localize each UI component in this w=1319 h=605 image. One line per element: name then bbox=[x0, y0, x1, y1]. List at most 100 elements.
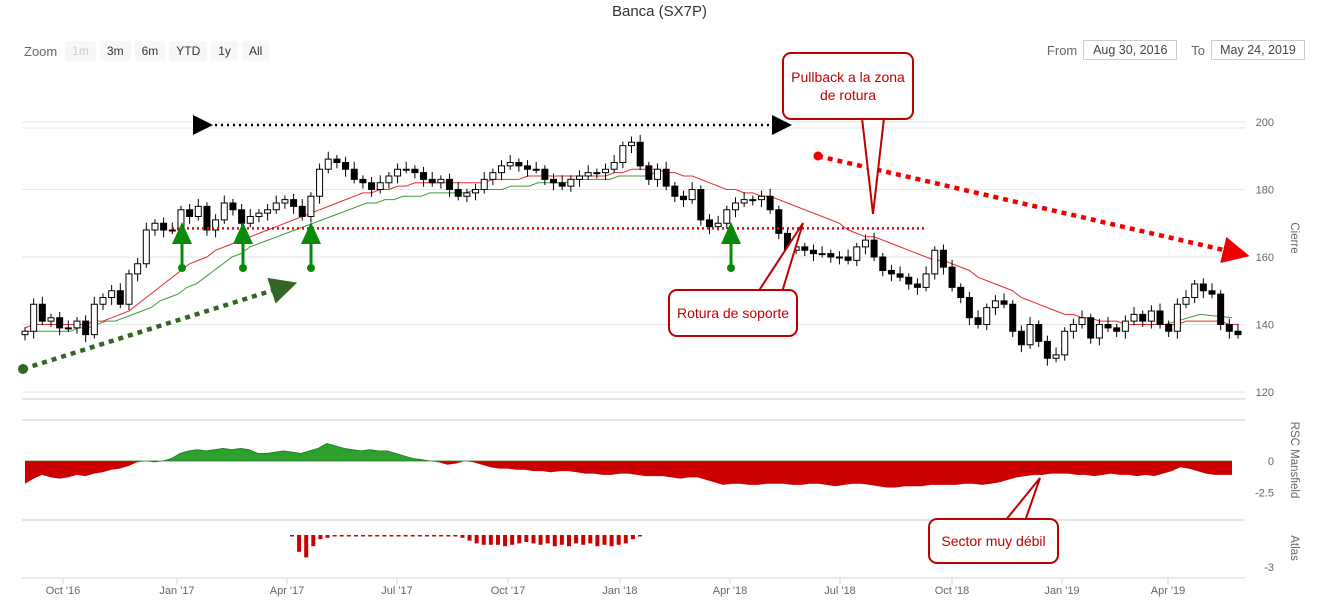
candle-body bbox=[550, 178, 558, 184]
atlas-bar bbox=[602, 535, 607, 545]
bounce-arrow-dot bbox=[239, 264, 247, 272]
price-axis-title: Cierre bbox=[1288, 222, 1300, 253]
candle-body bbox=[307, 195, 315, 217]
zoom-ytd-button[interactable]: YTD bbox=[169, 41, 208, 61]
atlas-bar bbox=[361, 535, 366, 537]
candle bbox=[21, 327, 29, 341]
zoom-all-button[interactable]: All bbox=[241, 41, 270, 61]
zoom-bar: Zoom 1m 3m 6m YTD 1y All bbox=[24, 40, 273, 62]
rsc-axis-title: RSC Mansfield bbox=[1288, 422, 1300, 499]
candle bbox=[1087, 313, 1095, 344]
candle bbox=[47, 313, 55, 327]
candle-body bbox=[437, 178, 445, 184]
candle bbox=[870, 232, 878, 262]
zoom-1y-button[interactable]: 1y bbox=[211, 41, 238, 61]
candle-body bbox=[714, 222, 722, 228]
atlas-bar bbox=[432, 535, 437, 537]
candle bbox=[628, 136, 635, 154]
candle-body bbox=[662, 168, 670, 187]
candle bbox=[1095, 318, 1103, 346]
x-tick-label: Jul '17 bbox=[381, 585, 412, 597]
atlas-bar bbox=[510, 535, 515, 545]
candle-body bbox=[281, 199, 289, 204]
candle-body bbox=[472, 189, 480, 194]
candle bbox=[723, 205, 731, 229]
to-date-input[interactable]: May 24, 2019 bbox=[1211, 40, 1305, 60]
candle bbox=[264, 204, 272, 221]
candle-body bbox=[558, 182, 566, 187]
candle-body bbox=[30, 303, 38, 332]
atlas-bar bbox=[495, 535, 500, 545]
candle-body bbox=[1139, 313, 1147, 322]
candle-body bbox=[402, 168, 410, 171]
from-date-input[interactable]: Aug 30, 2016 bbox=[1083, 40, 1178, 60]
candle-body bbox=[394, 168, 402, 177]
zoom-3m-button[interactable]: 3m bbox=[99, 41, 131, 61]
bounce-arrow-head bbox=[172, 222, 192, 244]
atlas-bar bbox=[609, 535, 614, 547]
candle bbox=[385, 171, 393, 189]
pane-separators bbox=[22, 398, 1245, 579]
atlas-bar bbox=[524, 535, 529, 542]
candle-body bbox=[861, 239, 869, 248]
zoom-6m-button[interactable]: 6m bbox=[134, 41, 166, 61]
candle bbox=[281, 195, 289, 209]
candle-body bbox=[333, 158, 341, 163]
candle bbox=[90, 296, 98, 339]
atlas-axis-title: Atlas bbox=[1288, 535, 1300, 561]
price-tick-label: 200 bbox=[1256, 117, 1274, 129]
candle bbox=[38, 296, 46, 326]
candle bbox=[30, 298, 38, 339]
candle-body bbox=[194, 205, 202, 217]
candle-body bbox=[593, 172, 601, 175]
candle-body bbox=[1121, 320, 1129, 332]
bounce-arrow-head bbox=[233, 222, 253, 244]
candle-body bbox=[939, 249, 947, 268]
candle-body bbox=[679, 195, 687, 201]
candle-body bbox=[316, 168, 324, 197]
candle-body bbox=[853, 246, 861, 261]
candle bbox=[220, 195, 228, 224]
atlas-bar bbox=[439, 535, 444, 537]
candle-body bbox=[1113, 327, 1121, 332]
candle bbox=[194, 198, 202, 221]
zoom-1m-button[interactable]: 1m bbox=[65, 41, 96, 61]
atlas-bar bbox=[453, 535, 458, 537]
candle bbox=[350, 161, 358, 184]
candle bbox=[1052, 347, 1060, 363]
candle-body bbox=[1043, 340, 1051, 359]
atlas-bar bbox=[581, 535, 586, 545]
candle-body bbox=[844, 256, 852, 261]
candle-body bbox=[385, 175, 393, 184]
candle-body bbox=[1009, 303, 1017, 332]
bounce-arrow-dot bbox=[727, 264, 735, 272]
candle-body bbox=[896, 273, 904, 278]
atlas-bar bbox=[488, 535, 493, 545]
bounce-arrow-dot bbox=[178, 264, 186, 272]
candle bbox=[853, 242, 861, 267]
candle bbox=[974, 310, 982, 329]
candle-body bbox=[532, 168, 540, 171]
candle bbox=[368, 177, 376, 197]
candle bbox=[939, 244, 947, 275]
ma-short-line bbox=[24, 168, 1238, 329]
support-bounce-arrow bbox=[721, 222, 741, 272]
candle bbox=[1147, 305, 1155, 329]
candle-body bbox=[1017, 330, 1025, 346]
candle-body bbox=[1052, 354, 1060, 359]
candle-body bbox=[463, 192, 471, 197]
candle bbox=[1217, 290, 1225, 331]
candle-body bbox=[740, 199, 748, 204]
candle-body bbox=[636, 141, 644, 167]
x-tick-label: Jul '18 bbox=[824, 585, 855, 597]
candle-body bbox=[1156, 310, 1164, 325]
x-tick-label: Oct '18 bbox=[935, 585, 970, 597]
atlas-bar bbox=[318, 535, 323, 540]
candle-body bbox=[905, 276, 913, 285]
price-tick-label: 180 bbox=[1256, 185, 1274, 197]
pullback-text: Pullback a la zona de rotura bbox=[791, 69, 905, 103]
candle-body bbox=[168, 229, 176, 232]
candle-body bbox=[749, 199, 757, 202]
candle-body bbox=[420, 172, 428, 180]
candle-body bbox=[108, 290, 116, 298]
